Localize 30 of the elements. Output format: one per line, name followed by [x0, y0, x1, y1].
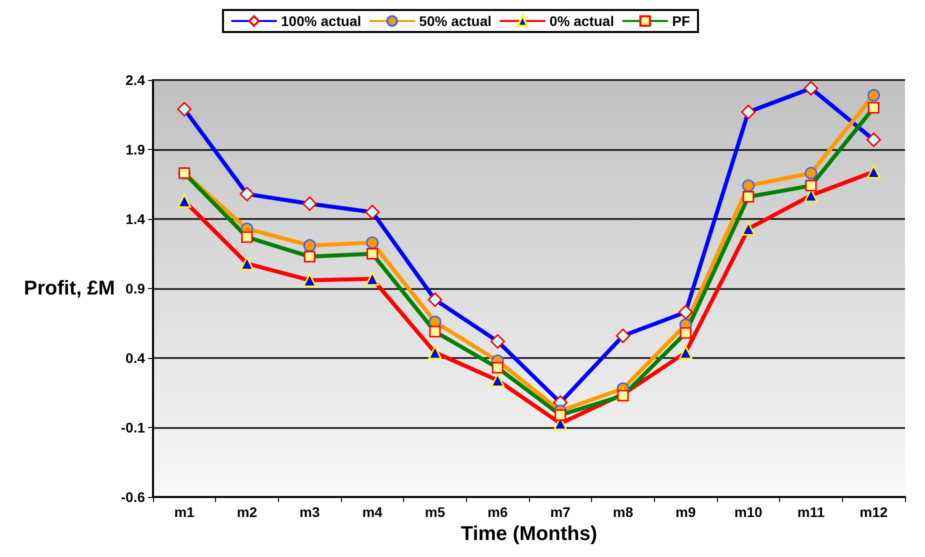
x-tick-label: m8: [612, 504, 634, 520]
point: [804, 166, 818, 180]
legend-label: PF: [672, 13, 690, 29]
y-tick-label: -0.1: [120, 420, 146, 436]
point: [742, 179, 755, 192]
legend-label: 0% actual: [550, 13, 614, 29]
legend-label: 100% actual: [280, 13, 362, 29]
x-tick-label: m11: [797, 504, 825, 520]
x-tick-label: m5: [424, 504, 446, 520]
y-tick-label: 0.9: [126, 280, 146, 297]
y-tick-label: 1.4: [126, 211, 146, 228]
x-tick-label: m3: [300, 504, 320, 520]
y-tick-label: -0.6: [120, 489, 146, 506]
x-tick-label: m4: [362, 504, 383, 520]
x-tick-label: m9: [676, 504, 696, 520]
y-tick-label: 2.4: [126, 72, 146, 88]
legend-label: 50% actual: [419, 13, 492, 29]
y-tick-label: 0.4: [126, 350, 146, 366]
x-tick-label: m10: [734, 504, 763, 520]
x-tick-label: m12: [860, 504, 888, 520]
x-tick-label: m2: [236, 504, 258, 520]
point: [366, 236, 379, 249]
point: [303, 239, 316, 252]
x-tick-label: m6: [488, 504, 508, 520]
x-axis-title: Time (Months): [460, 523, 598, 545]
point: [867, 89, 880, 102]
x-tick-label: m1: [174, 504, 195, 520]
y-tick-label: 1.9: [126, 142, 146, 158]
y-axis-title: Profit, £M: [24, 278, 115, 300]
x-tick-label: m7: [550, 504, 571, 520]
